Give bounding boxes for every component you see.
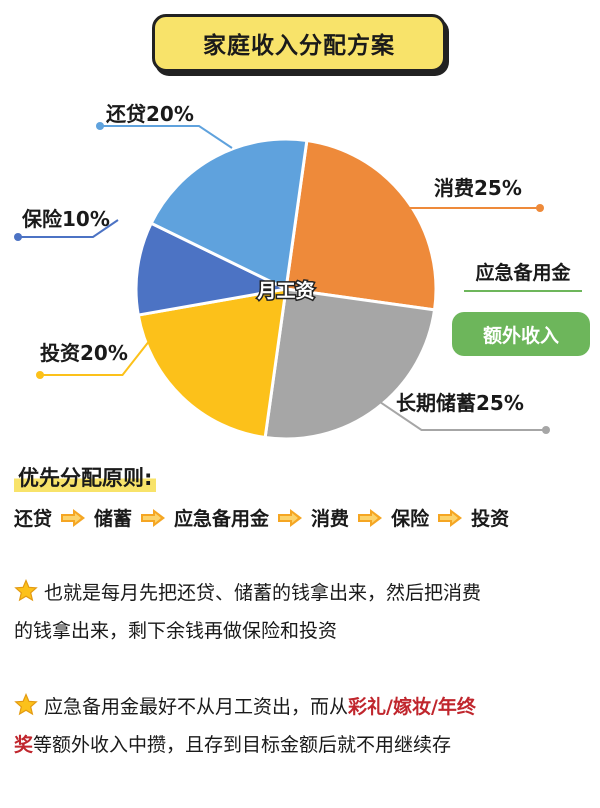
note-1-line-2: 的钱拿出来，剩下余钱再做保险和投资 — [14, 620, 338, 642]
leader-line — [18, 219, 119, 238]
priority-step: 消费 — [311, 508, 350, 530]
leader-dot — [36, 371, 44, 379]
priority-step: 投资 — [471, 508, 510, 530]
leader-line — [379, 401, 546, 431]
priority-step: 还贷 — [14, 508, 53, 530]
arrow-right-icon — [438, 508, 463, 527]
note-1-line-1: 也就是每月先把还贷、储蓄的钱拿出来，然后把消费 — [44, 582, 482, 604]
pie-slice-长期储蓄 — [263, 287, 437, 441]
leader-dot — [14, 233, 22, 241]
leader-line — [40, 339, 151, 376]
star-icon — [14, 693, 38, 716]
priority-step: 储蓄 — [94, 508, 133, 530]
note-2: 应急备用金最好不从月工资出，而从彩礼/嫁妆/年终 奖等额外收入中攒，且存到目标金… — [14, 688, 589, 764]
emergency-divider — [464, 290, 582, 292]
pie-slice-投资 — [136, 287, 288, 440]
note-2-highlight-2: 奖 — [14, 734, 34, 756]
note-1: 也就是每月先把还贷、储蓄的钱拿出来，然后把消费 的钱拿出来，剩下余钱再做保险和投… — [14, 574, 589, 650]
pie-slice-消费 — [284, 138, 438, 312]
pie-slice-保险 — [134, 221, 291, 317]
slice-label: 投资20% — [40, 341, 128, 365]
arrow-right-icon — [61, 508, 86, 527]
priority-step: 保险 — [391, 508, 430, 530]
slice-label: 保险10% — [21, 207, 110, 231]
leader-dot — [536, 204, 544, 212]
page-title: 家庭收入分配方案 — [152, 14, 446, 72]
leader-dot — [96, 122, 104, 130]
note-2-text-b: 等额外收入中攒，且存到目标金额后就不用继续存 — [33, 734, 452, 756]
extra-income-badge: 额外收入 — [452, 312, 590, 356]
slice-label: 还贷20% — [105, 102, 194, 126]
star-icon — [14, 579, 38, 602]
note-2-text-a: 应急备用金最好不从月工资出，而从 — [44, 696, 349, 718]
arrow-right-icon — [141, 508, 166, 527]
slice-label: 长期储蓄25% — [396, 391, 524, 415]
emergency-fund-label: 应急备用金 — [475, 262, 571, 284]
arrow-right-icon — [358, 508, 383, 527]
leader-dot — [542, 426, 550, 434]
note-2-highlight: 彩礼/嫁妆/年终 — [348, 696, 476, 718]
leader-line — [100, 125, 233, 149]
arrow-right-icon — [278, 508, 303, 527]
pie-slice-还贷 — [149, 137, 309, 292]
pie-center-label: 月工资 — [256, 279, 314, 302]
priority-steps: 还贷 储蓄 应急备用金 消费 保险 投资 — [14, 504, 594, 531]
priority-title: 优先分配原则: — [14, 462, 157, 492]
priority-step: 应急备用金 — [174, 508, 270, 530]
pie-chart: 消费25% 长期储蓄25% 投资20% 保险10% 还贷20% 月工资 — [14, 102, 550, 441]
slice-label: 消费25% — [434, 176, 522, 200]
